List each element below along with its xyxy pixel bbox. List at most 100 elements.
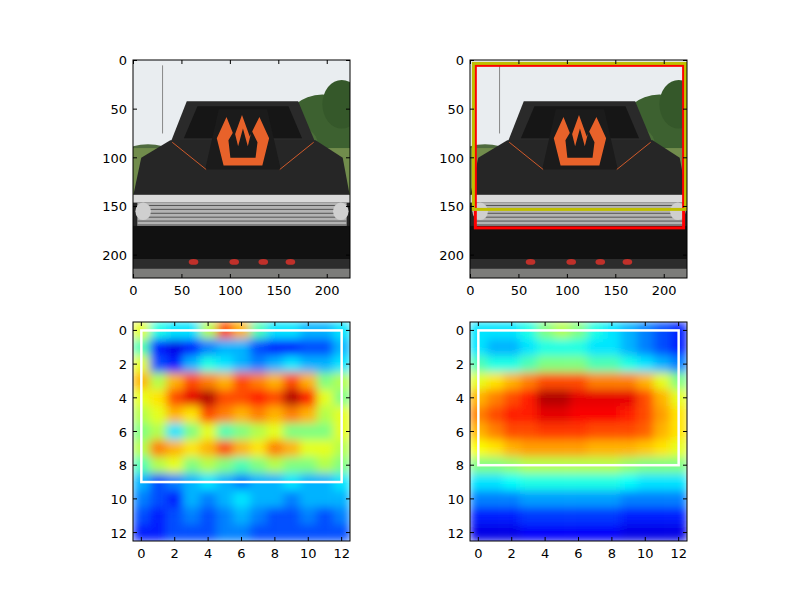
cell [317, 373, 334, 390]
cell [654, 440, 671, 457]
y-tick [683, 431, 687, 432]
cell [503, 389, 520, 406]
y-tick [470, 532, 474, 533]
y-tick-label: 12 [447, 526, 464, 541]
bounding-box [475, 65, 683, 228]
cell [133, 507, 150, 524]
cell [604, 389, 621, 406]
x-tick [545, 537, 546, 541]
cell [283, 373, 300, 390]
cell [520, 389, 537, 406]
x-tick-label: 200 [652, 283, 677, 298]
grille-bar [137, 209, 346, 210]
cell [570, 406, 587, 423]
cell [553, 490, 570, 507]
cell [604, 440, 621, 457]
cell [620, 406, 637, 423]
cell [620, 474, 637, 491]
cell [553, 507, 570, 524]
cell [604, 339, 621, 356]
cell [133, 524, 150, 541]
cell [587, 423, 604, 440]
y-tick [133, 364, 137, 365]
grille-bar [137, 217, 346, 218]
x-tick [470, 274, 471, 278]
cell [216, 389, 233, 406]
cell [637, 440, 654, 457]
cell [200, 457, 217, 474]
cell [637, 423, 654, 440]
cell [520, 474, 537, 491]
x-tick-label: 12 [333, 546, 350, 561]
x-tick [478, 537, 479, 541]
cell [587, 339, 604, 356]
cell [670, 474, 687, 491]
plot-area [133, 322, 350, 541]
y-tick [683, 498, 687, 499]
x-tick-label: 150 [266, 283, 291, 298]
x-tick-label: 150 [603, 283, 628, 298]
cell [537, 423, 554, 440]
shadow [133, 259, 350, 269]
cell [150, 389, 167, 406]
cell [553, 389, 570, 406]
cell [233, 423, 250, 440]
cell [267, 507, 284, 524]
x-tick [141, 537, 142, 541]
y-tick-label: 50 [110, 102, 127, 117]
cell [637, 373, 654, 390]
y-tick [346, 498, 350, 499]
cell [250, 490, 267, 507]
cell [250, 339, 267, 356]
cell [503, 339, 520, 356]
y-tick-label: 50 [447, 102, 464, 117]
cell [570, 507, 587, 524]
cell [604, 507, 621, 524]
x-tick [308, 322, 309, 326]
plot-area [470, 60, 687, 278]
cell [487, 389, 504, 406]
cell [317, 524, 334, 541]
cell [637, 524, 654, 541]
hood-scoop [205, 109, 281, 169]
cell [183, 406, 200, 423]
cell [267, 406, 284, 423]
cell [166, 356, 183, 373]
photo [470, 60, 687, 278]
cell [553, 474, 570, 491]
cell [487, 490, 504, 507]
cell [570, 339, 587, 356]
y-tick [133, 498, 137, 499]
chrome-strip [470, 195, 687, 203]
cell [537, 490, 554, 507]
cell [537, 474, 554, 491]
bumper [470, 226, 687, 259]
cell [200, 406, 217, 423]
cell [267, 440, 284, 457]
cell [150, 457, 167, 474]
cell [267, 457, 284, 474]
red-light [623, 259, 633, 265]
cell [250, 406, 267, 423]
x-tick [327, 60, 328, 64]
axes: 050100150200050100150200 [102, 53, 361, 298]
cell [267, 339, 284, 356]
cell [183, 524, 200, 541]
photo [133, 60, 350, 278]
cell [183, 457, 200, 474]
cell [604, 490, 621, 507]
y-tick [133, 465, 137, 466]
cell [520, 373, 537, 390]
x-tick-label: 200 [315, 283, 340, 298]
cell [503, 524, 520, 541]
cell [487, 356, 504, 373]
x-tick-label: 50 [511, 283, 528, 298]
cell [250, 423, 267, 440]
cell [200, 389, 217, 406]
cell [654, 389, 671, 406]
pole [162, 65, 163, 133]
y-tick [470, 330, 474, 331]
heatmap [133, 322, 350, 541]
cell [587, 373, 604, 390]
y-tick [133, 206, 137, 207]
